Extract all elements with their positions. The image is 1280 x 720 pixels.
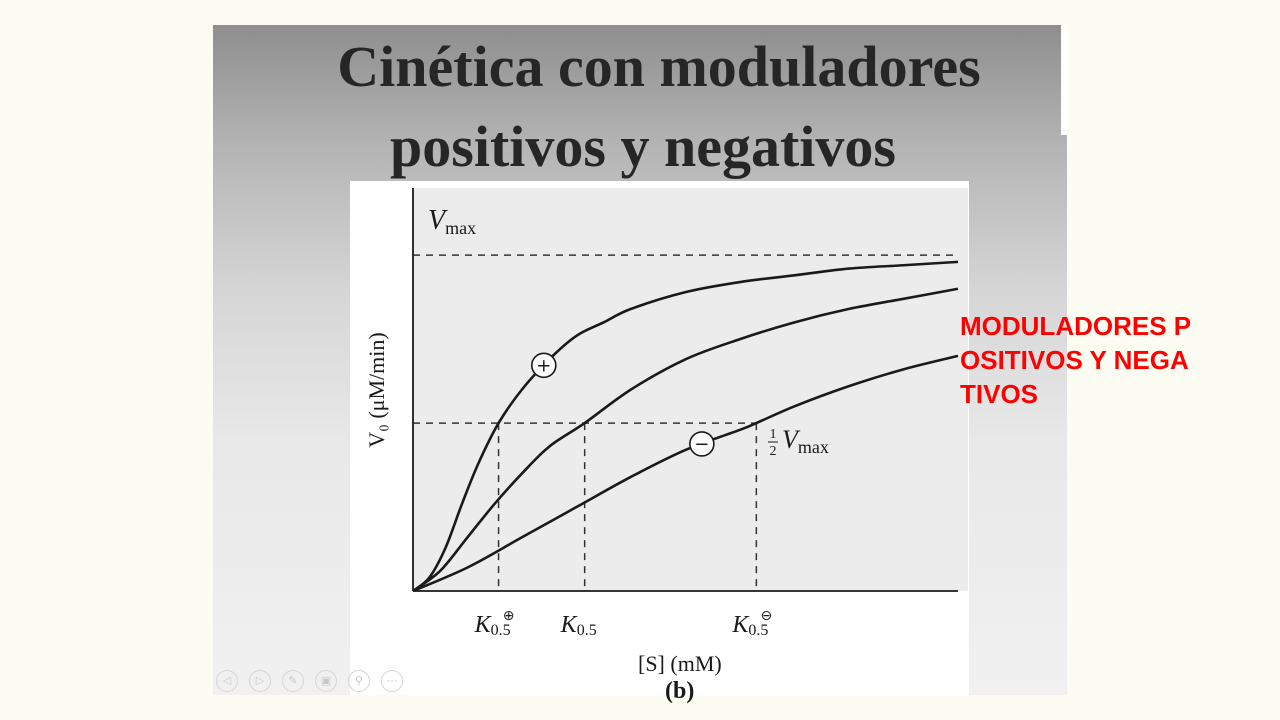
half-vmax-text: Vmax [782, 425, 829, 457]
marker-sign-0: + [536, 355, 551, 376]
panel-label: (b) [665, 678, 694, 704]
modulators-note: MODULADORES POSITIVOS Y NEGATIVOS [960, 311, 1192, 409]
x-tick-sup-0: ⊕ [503, 608, 515, 624]
slide-title: Cinética con moduladores positivos y neg… [213, 27, 1067, 187]
slide-title-line-1: Cinética con moduladores [337, 34, 981, 99]
curve-series-2 [412, 354, 959, 593]
x-tick-label-2: K0.5 [731, 612, 768, 639]
curve-markers: +− [530, 352, 715, 457]
marker-sign-2: − [694, 434, 709, 455]
y-axis-label: V₀ (μM/min) [364, 332, 389, 447]
slides-icon[interactable]: ▣ [315, 670, 337, 692]
x-axis-label: [S] (mM) [638, 651, 722, 676]
half-vmax-label: 1 2 Vmax [768, 425, 829, 459]
curve-series-1 [412, 287, 959, 593]
prev-icon[interactable]: ◁ [216, 670, 238, 692]
x-tick-label-1: K0.5 [560, 612, 597, 639]
x-tick-label-0: K0.5 [474, 612, 511, 639]
next-icon[interactable]: ▷ [249, 670, 271, 692]
marker-circle-2 [689, 431, 715, 457]
curves [412, 260, 959, 593]
zoom-icon[interactable]: ⚲ [348, 670, 370, 692]
vmax-label: Vmax [428, 205, 476, 238]
x-tick-labels: K0.5⊕ K0.5 K0.5⊖ [474, 608, 773, 639]
x-tick-sup-2: ⊖ [760, 608, 772, 624]
half-fraction-denominator: 2 [770, 444, 777, 459]
half-fraction-numerator: 1 [770, 427, 777, 442]
menu-icon[interactable]: ⋯ [381, 670, 403, 692]
curve-series-0 [412, 260, 959, 593]
pen-icon[interactable]: ✎ [282, 670, 304, 692]
plot-area [413, 188, 968, 591]
window-edge [1061, 25, 1067, 135]
marker-circle-0 [530, 352, 557, 379]
slide-title-line-2: positivos y negativos [390, 114, 896, 179]
